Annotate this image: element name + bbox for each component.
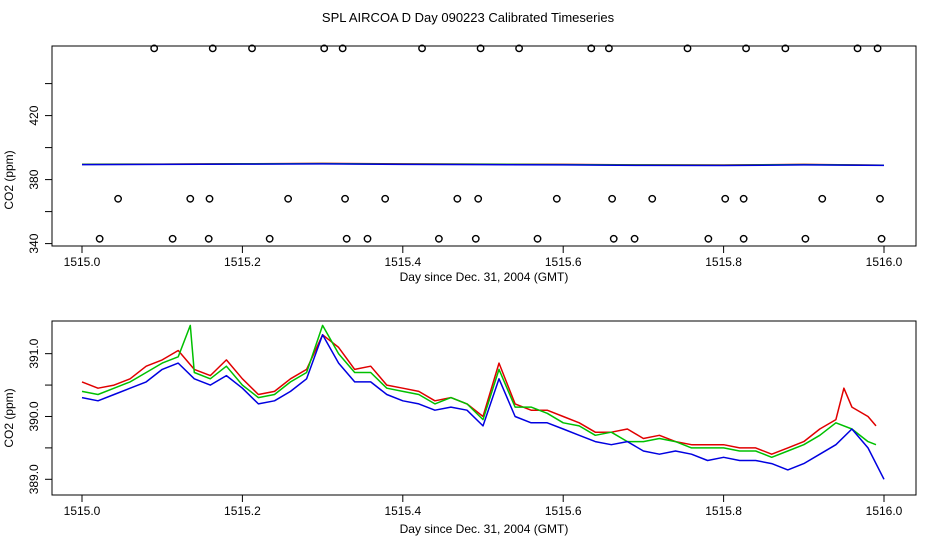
- top-point-mid: [381, 194, 390, 203]
- top-point-high: [338, 44, 347, 53]
- panel-top: 1515.0 1515.2 1515.4 1515.6 1515.8 1516.0 340 3…: [2, 44, 917, 284]
- bottom-x-tick-label: 1515.4: [384, 504, 421, 518]
- top-point-low: [342, 234, 351, 243]
- top-x-tick-label: 1515.4: [384, 255, 421, 269]
- top-point-low: [877, 234, 886, 243]
- top-series-blue-line: [81, 163, 885, 167]
- top-point-high: [742, 44, 750, 53]
- top-point-high: [605, 44, 613, 53]
- top-y-tick-label: 380: [27, 169, 41, 189]
- top-point-high: [418, 44, 426, 53]
- bottom-y-tick-label: 391.0: [27, 338, 41, 368]
- top-point-high: [208, 44, 217, 53]
- top-point-low: [434, 234, 443, 243]
- top-y-axis-label: CO2 (ppm): [2, 150, 16, 209]
- top-series-group: [81, 162, 885, 167]
- top-point-low: [533, 234, 542, 243]
- top-point-mid: [818, 194, 827, 203]
- bottom-series-blue-line: [81, 334, 885, 480]
- bottom-series-group: [81, 324, 885, 480]
- top-x-tick-label: 1516.0: [866, 255, 903, 269]
- top-points-group: [95, 44, 886, 243]
- top-y-tick-label: 340: [27, 233, 41, 253]
- top-point-mid: [284, 194, 293, 203]
- top-point-high: [515, 44, 523, 53]
- top-point-low: [609, 234, 618, 243]
- top-axes: 1515.0 1515.2 1515.4 1515.6 1515.8 1516.0 340 3…: [27, 83, 903, 269]
- plot-frame-bottom: [51, 320, 917, 496]
- top-point-low: [363, 234, 372, 243]
- top-point-mid: [474, 194, 483, 203]
- bottom-x-tick-label: 1515.8: [705, 504, 742, 518]
- plot-frame-top: [51, 45, 917, 247]
- top-x-tick-label: 1515.6: [545, 255, 582, 269]
- top-point-mid: [608, 194, 617, 203]
- top-x-tick-label: 1515.2: [224, 255, 261, 269]
- bottom-series-green-line: [81, 324, 877, 459]
- panel-bottom: 1515.0 1515.2 1515.4 1515.6 1515.8 1516.0 389.…: [2, 320, 917, 536]
- top-point-mid: [114, 194, 122, 203]
- bottom-y-tick-label: 390.0: [27, 401, 41, 431]
- top-point-low: [265, 234, 274, 243]
- top-point-low: [204, 234, 213, 243]
- top-x-axis-label: Day since Dec. 31, 2004 (GMT): [400, 270, 569, 284]
- top-point-mid: [453, 194, 462, 203]
- top-point-low: [168, 234, 177, 243]
- top-point-mid: [721, 194, 730, 203]
- bottom-x-axis-label: Day since Dec. 31, 2004 (GMT): [400, 522, 569, 536]
- top-point-high: [587, 44, 596, 53]
- top-point-low: [630, 234, 639, 243]
- top-point-high: [150, 44, 159, 53]
- top-point-high: [320, 44, 329, 53]
- top-point-high: [248, 44, 256, 53]
- top-x-tick-label: 1515.0: [64, 255, 101, 269]
- top-point-mid: [186, 194, 195, 203]
- top-point-mid: [648, 194, 657, 203]
- top-point-low: [704, 234, 713, 243]
- top-point-mid: [876, 194, 884, 203]
- bottom-x-tick-label: 1516.0: [866, 504, 903, 518]
- top-point-high: [853, 44, 862, 53]
- bottom-axes: 1515.0 1515.2 1515.4 1515.6 1515.8 1516.0 389.…: [27, 338, 903, 518]
- top-point-low: [471, 234, 480, 243]
- bottom-x-tick-label: 1515.6: [545, 504, 582, 518]
- bottom-x-tick-label: 1515.0: [64, 504, 101, 518]
- top-y-tick-label: 420: [27, 105, 41, 125]
- top-point-low: [739, 234, 748, 243]
- top-x-tick-label: 1515.8: [705, 255, 742, 269]
- chart-title: SPL AIRCOA D Day 090223 Calibrated Times…: [322, 10, 615, 25]
- top-point-mid: [739, 194, 748, 203]
- top-point-mid: [552, 194, 561, 203]
- top-point-mid: [205, 194, 214, 203]
- top-point-high: [873, 44, 882, 53]
- top-point-mid: [341, 194, 349, 203]
- top-point-high: [781, 44, 790, 53]
- top-point-low: [95, 234, 104, 243]
- top-point-low: [801, 234, 810, 243]
- bottom-y-tick-label: 389.0: [27, 464, 41, 494]
- bottom-x-tick-label: 1515.2: [224, 504, 261, 518]
- top-point-high: [476, 44, 485, 53]
- bottom-y-axis-label: CO2 (ppm): [2, 388, 16, 447]
- bottom-series-red-line: [81, 334, 877, 455]
- top-point-high: [683, 44, 692, 53]
